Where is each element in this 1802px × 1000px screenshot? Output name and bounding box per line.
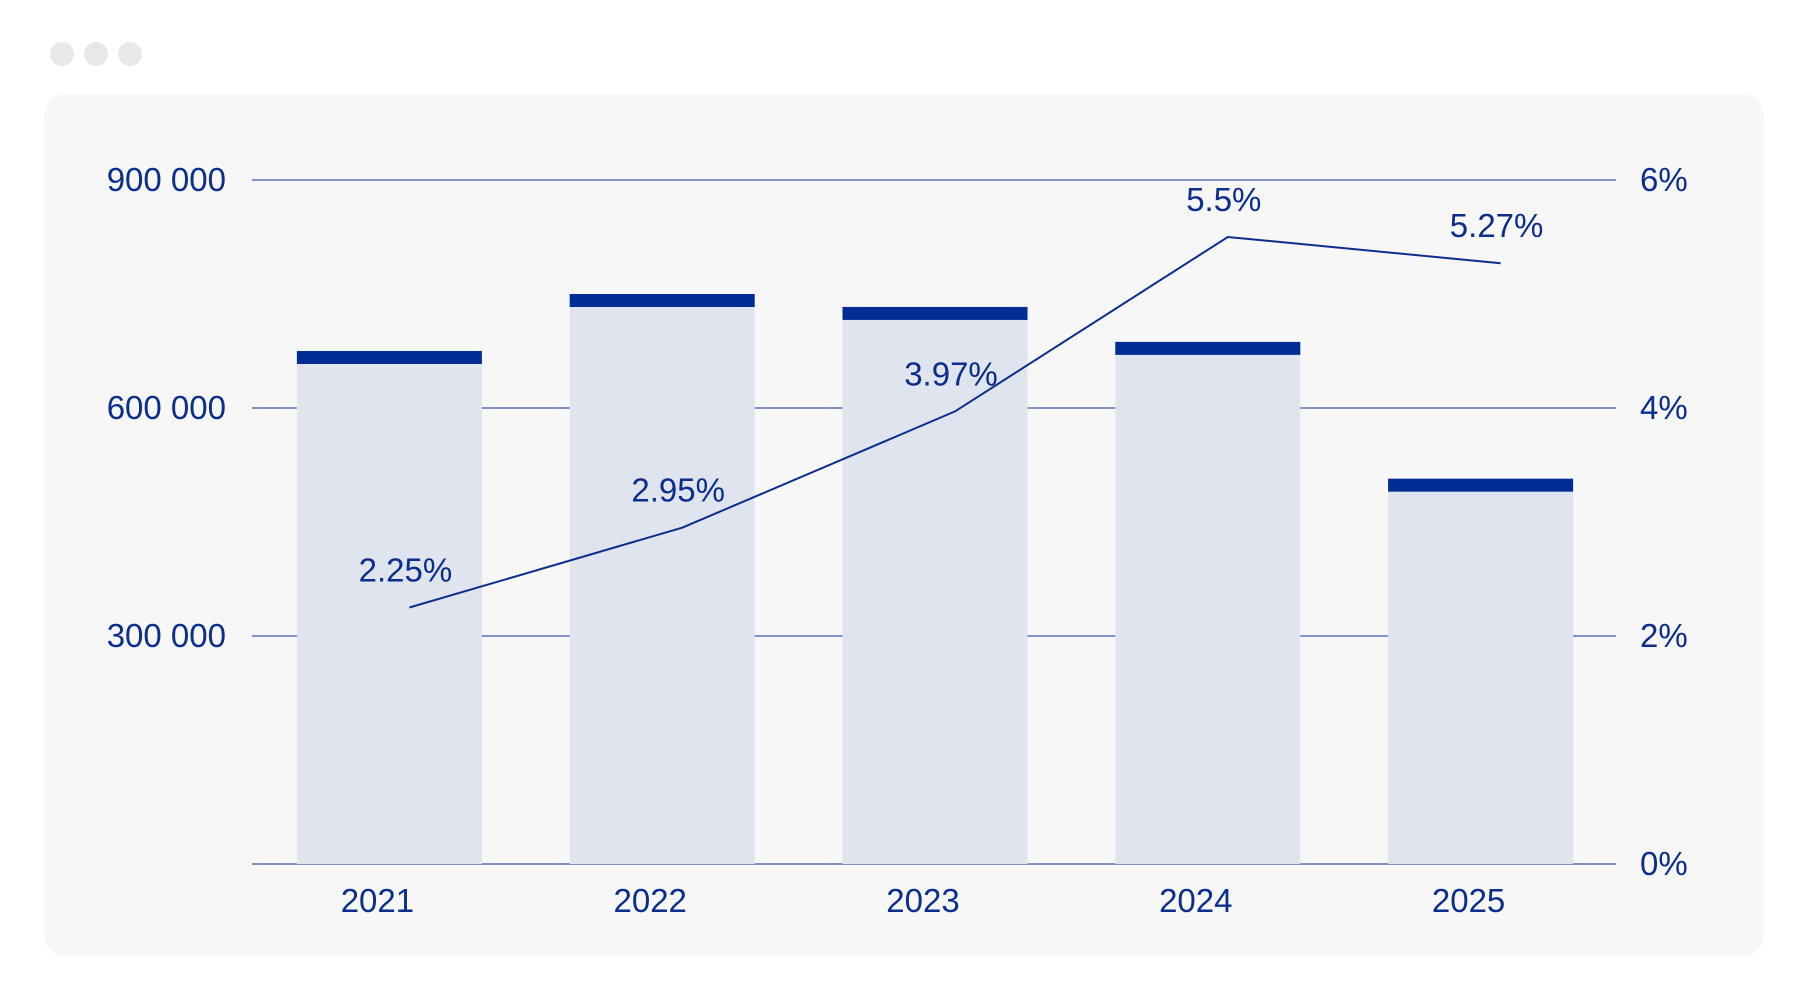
x-tick-label: 2023 [886, 882, 959, 919]
y-right-tick-label: 0% [1640, 845, 1688, 882]
line-data-label: 2.25% [359, 552, 453, 589]
bar [1115, 341, 1301, 864]
window-dot-2 [84, 42, 108, 66]
y-left-tick-label: 600 000 [107, 389, 226, 426]
line-data-label: 2.95% [631, 472, 725, 509]
window-controls [50, 42, 142, 66]
bar-cap [296, 351, 482, 364]
bar [296, 351, 482, 864]
line-data-label: 5.27% [1450, 207, 1544, 244]
bar [842, 306, 1028, 864]
x-tick-label: 2025 [1432, 882, 1505, 919]
bar [1388, 478, 1574, 864]
y-right-tick-label: 2% [1640, 617, 1688, 654]
bar-cap [1115, 341, 1301, 355]
y-right-tick-label: 4% [1640, 389, 1688, 426]
window-dot-1 [50, 42, 74, 66]
bar-cap [842, 306, 1028, 320]
bar-cap [1388, 478, 1574, 492]
line-series [409, 235, 1501, 609]
x-tick-label: 2024 [1159, 882, 1232, 919]
window-dot-3 [118, 42, 142, 66]
line-data-label: 5.5% [1186, 181, 1261, 218]
bar-cap [569, 294, 755, 307]
y-left-tick-label: 900 000 [107, 161, 226, 198]
bar [569, 294, 755, 864]
y-right-tick-label: 6% [1640, 161, 1688, 198]
x-tick-label: 2022 [613, 882, 686, 919]
line-data-label: 3.97% [904, 355, 998, 392]
y-left-tick-label: 300 000 [107, 617, 226, 654]
x-tick-label: 2021 [341, 882, 414, 919]
